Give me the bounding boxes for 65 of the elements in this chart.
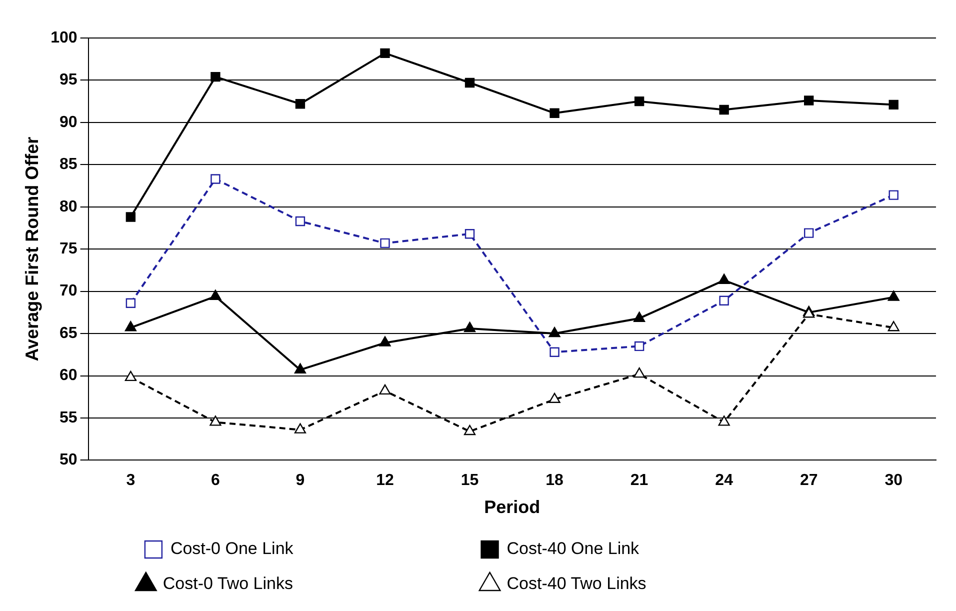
point <box>888 190 898 200</box>
x-tick-label: 30 <box>884 472 903 490</box>
x-tick-label: 24 <box>715 472 734 490</box>
point <box>888 321 900 332</box>
y-tick-label: 90 <box>60 114 78 131</box>
legend-label: Cost-40 Two Links <box>506 574 816 594</box>
y-tick-label: 70 <box>60 282 78 300</box>
point <box>804 96 814 106</box>
y-tick-label: 95 <box>60 72 78 89</box>
point <box>634 312 646 322</box>
point <box>888 100 898 110</box>
x-tick-label: 15 <box>460 472 479 490</box>
point <box>719 104 729 115</box>
point <box>548 392 560 404</box>
point <box>804 228 814 238</box>
point <box>634 367 646 378</box>
point <box>380 48 390 58</box>
point <box>634 341 644 352</box>
point <box>634 96 644 106</box>
x-axis-title: Period <box>484 497 540 518</box>
point <box>719 296 729 306</box>
point <box>126 212 136 222</box>
point <box>210 290 222 300</box>
point <box>464 229 475 239</box>
y-tick-label: 75 <box>60 240 78 258</box>
point <box>126 298 136 308</box>
point <box>548 326 560 338</box>
y-tick-label: 100 <box>50 29 78 46</box>
point <box>210 174 220 184</box>
point <box>379 336 391 346</box>
y-tick-label: 85 <box>60 156 78 174</box>
point <box>124 321 136 332</box>
point <box>294 423 306 434</box>
point <box>210 72 220 82</box>
legend-label: Cost-0 Two Links <box>162 574 463 594</box>
point <box>464 424 476 436</box>
point <box>550 347 560 357</box>
x-tick-label: 6 <box>211 472 220 490</box>
point <box>550 108 560 118</box>
point <box>380 238 390 248</box>
x-tick-label: 9 <box>296 472 305 490</box>
point <box>379 384 391 395</box>
x-tick-label: 12 <box>376 472 394 490</box>
x-tick-label: 18 <box>546 472 564 490</box>
x-tick-label: 3 <box>126 472 136 490</box>
y-tick-label: 65 <box>60 324 78 342</box>
y-tick-label: 60 <box>60 367 78 384</box>
y-tick-label: 50 <box>60 452 78 469</box>
x-tick-label: 21 <box>630 472 648 490</box>
point <box>294 363 306 374</box>
y-tick-label: 55 <box>60 409 78 426</box>
point <box>464 78 475 88</box>
legend-label: Cost-40 One Link <box>506 539 810 558</box>
point <box>718 416 730 426</box>
legend-label: Cost-0 One Link <box>170 539 464 558</box>
y-axis-title: Average First Round Offer <box>22 136 42 362</box>
point <box>295 216 306 226</box>
x-tick-label: 27 <box>800 472 818 490</box>
point <box>295 99 306 109</box>
y-tick-label: 80 <box>60 198 78 216</box>
point <box>210 416 222 426</box>
point <box>124 370 136 382</box>
point <box>464 322 476 332</box>
point <box>888 290 900 301</box>
point <box>718 274 730 284</box>
